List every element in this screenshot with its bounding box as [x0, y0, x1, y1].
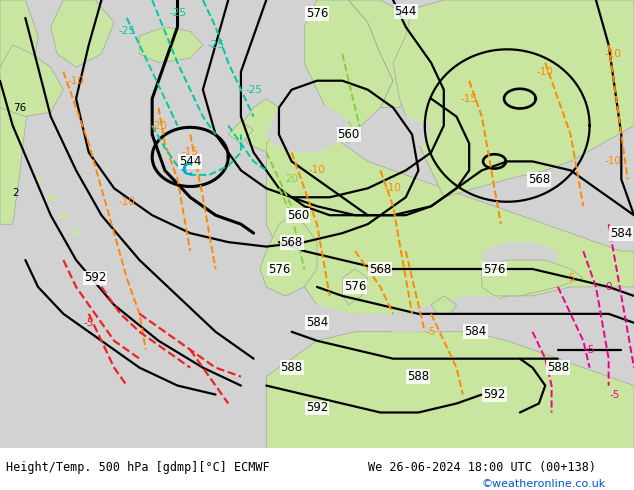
- Ellipse shape: [71, 230, 81, 236]
- Text: 576: 576: [344, 280, 366, 294]
- Ellipse shape: [46, 195, 56, 200]
- Polygon shape: [336, 121, 355, 144]
- Text: 584: 584: [464, 325, 487, 338]
- Text: -5: -5: [566, 273, 576, 283]
- Polygon shape: [482, 260, 583, 296]
- Text: C: C: [181, 163, 193, 178]
- Text: 588: 588: [547, 361, 569, 374]
- Polygon shape: [304, 0, 393, 135]
- Text: -10: -10: [309, 165, 325, 175]
- Text: -20: -20: [150, 121, 167, 130]
- Text: 592: 592: [306, 401, 328, 415]
- Text: 576: 576: [268, 263, 290, 275]
- Polygon shape: [292, 296, 507, 332]
- Text: 544: 544: [394, 5, 417, 18]
- Polygon shape: [355, 117, 431, 152]
- Text: -25: -25: [207, 40, 224, 50]
- Text: 592: 592: [84, 271, 107, 285]
- Text: 560: 560: [287, 209, 309, 221]
- Polygon shape: [431, 296, 456, 314]
- Text: -25: -25: [119, 26, 135, 36]
- Polygon shape: [349, 0, 431, 108]
- Text: -10: -10: [385, 183, 401, 194]
- Text: -10: -10: [604, 49, 621, 59]
- Polygon shape: [266, 332, 634, 448]
- Text: 584: 584: [306, 317, 328, 329]
- Text: 0: 0: [605, 282, 612, 292]
- Ellipse shape: [58, 213, 68, 218]
- Text: -15: -15: [182, 147, 198, 157]
- Text: 20: 20: [285, 174, 298, 184]
- Text: -5: -5: [610, 390, 620, 399]
- Text: 588: 588: [408, 370, 429, 383]
- Polygon shape: [0, 45, 63, 117]
- Text: -10: -10: [537, 67, 553, 77]
- Text: 592: 592: [483, 388, 506, 401]
- Ellipse shape: [186, 294, 194, 298]
- Polygon shape: [51, 0, 114, 67]
- Text: 560: 560: [337, 128, 360, 141]
- Text: 584: 584: [610, 227, 633, 240]
- Text: ©weatheronline.co.uk: ©weatheronline.co.uk: [482, 479, 606, 489]
- Text: 568: 568: [369, 263, 392, 275]
- Text: -10: -10: [119, 197, 135, 207]
- Text: -15: -15: [461, 94, 477, 104]
- Polygon shape: [228, 121, 254, 144]
- Text: -10: -10: [604, 156, 621, 167]
- Text: We 26-06-2024 18:00 UTC (00+138): We 26-06-2024 18:00 UTC (00+138): [368, 461, 596, 474]
- Text: 544: 544: [179, 155, 202, 168]
- Text: 568: 568: [527, 173, 550, 186]
- Text: 2: 2: [13, 188, 19, 198]
- Text: -5: -5: [585, 344, 595, 355]
- Text: -25: -25: [169, 8, 186, 19]
- Text: 588: 588: [281, 361, 302, 374]
- Ellipse shape: [218, 366, 226, 370]
- Polygon shape: [260, 215, 317, 296]
- Text: 568: 568: [280, 236, 303, 248]
- Polygon shape: [0, 0, 38, 224]
- Text: 76: 76: [13, 102, 26, 113]
- Text: 576: 576: [483, 263, 506, 275]
- Polygon shape: [342, 269, 368, 305]
- Polygon shape: [482, 242, 558, 269]
- Polygon shape: [393, 0, 634, 197]
- Text: 576: 576: [306, 7, 328, 20]
- Polygon shape: [266, 117, 634, 323]
- Polygon shape: [609, 188, 634, 224]
- Polygon shape: [241, 98, 285, 152]
- Text: -25: -25: [245, 85, 262, 95]
- Ellipse shape: [33, 177, 43, 182]
- Text: -5: -5: [426, 327, 436, 337]
- Text: -5: -5: [84, 318, 94, 328]
- Ellipse shape: [174, 285, 181, 289]
- Polygon shape: [139, 27, 203, 63]
- Ellipse shape: [199, 356, 207, 361]
- Polygon shape: [266, 98, 349, 152]
- Text: -10: -10: [68, 75, 84, 86]
- Text: Height/Temp. 500 hPa [gdmp][°C] ECMWF: Height/Temp. 500 hPa [gdmp][°C] ECMWF: [6, 461, 270, 474]
